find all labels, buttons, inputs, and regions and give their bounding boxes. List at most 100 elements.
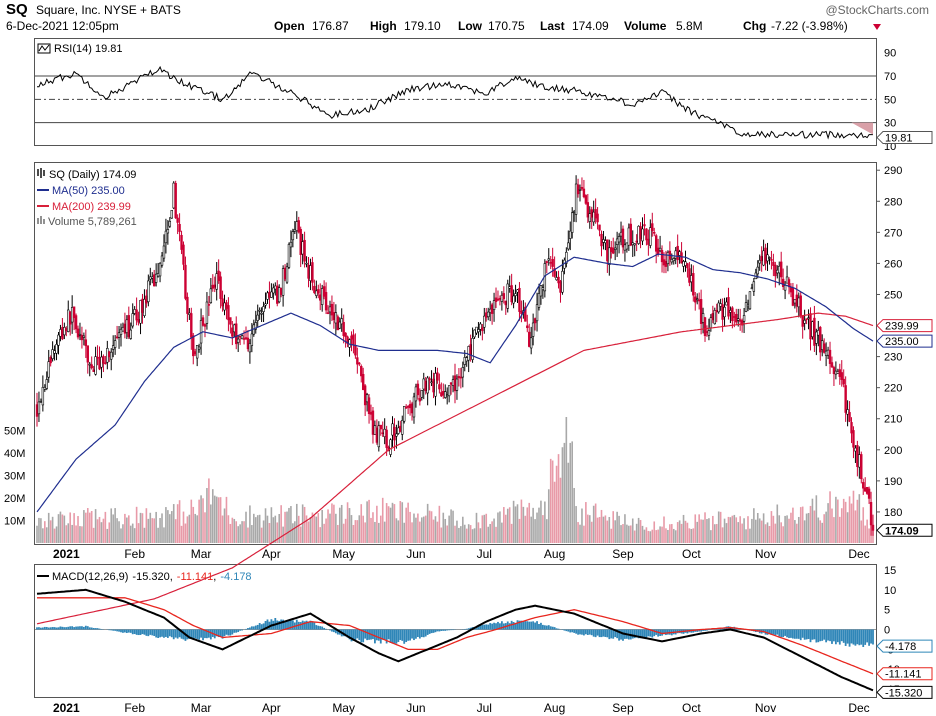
candle-body [619,231,623,237]
volume-bar [583,525,585,543]
volume-bar [385,503,388,543]
last-value: 174.09 [572,19,609,33]
candle-body [207,304,211,306]
volume-bar [641,525,644,543]
volume-bar [221,515,224,543]
candle-body [711,313,715,321]
macd-histogram-bar [307,621,310,630]
volume-bar [440,527,443,543]
macd-histogram-bar [409,629,411,641]
rsi-legend: RSI(14) 19.81 [37,43,122,55]
candle-body [871,524,875,531]
macd-histogram-bar [586,629,589,635]
volume-bar [497,512,499,543]
volume-bar [245,511,247,543]
candle-body [276,285,279,304]
candle-body [328,306,332,313]
candle-body [496,298,500,301]
volume-bar [419,521,421,543]
volume-bar [262,520,265,543]
volume-bar [362,515,364,543]
candle-body [186,296,189,314]
candle-body [201,317,205,326]
candle-body [805,318,808,321]
volume-bar [217,497,220,543]
volume-bar [118,521,120,543]
candle-body [61,327,64,340]
candle-body [692,273,695,296]
volume-bar [169,514,171,543]
volume-bar [530,516,532,543]
volume-bar [489,523,491,543]
candle-body [428,378,431,381]
candle-body [490,304,494,314]
volume-bar [67,523,70,543]
candle-body [238,335,242,338]
candle-body [664,261,668,267]
candle-body [653,231,656,234]
volume-bar [678,520,681,543]
volume-bar [741,523,743,543]
candle-body [658,247,662,252]
volume-bar [680,523,683,543]
rsi-line [37,65,873,140]
candle-body [684,261,687,266]
macd-histogram-bar [356,629,359,639]
candle-body [738,319,742,322]
volume-bar [651,529,654,543]
volume-bar [460,526,462,543]
volume-bar [610,528,613,543]
candle-body [574,183,578,215]
last-label: Last [540,19,565,33]
volume-bar [659,526,661,543]
macd-histogram-bar [774,629,777,636]
macd-histogram-bar [418,629,421,639]
candle-body [174,183,177,219]
volume-bar [838,516,841,543]
macd-histogram-bar [284,621,286,630]
volume-bar [295,503,298,543]
candle-body [336,316,340,331]
macd-histogram-bar [522,621,525,630]
price-tick-label: 190 [884,476,902,488]
macd-histogram-bar [829,629,831,642]
macd-histogram-bar [422,629,425,638]
macd-histogram-bar [520,620,523,630]
macd-histogram-bar [583,629,585,636]
candle-body [432,378,435,393]
volume-bar [151,518,154,543]
macd-histogram-bar [821,629,824,641]
candle-body [266,292,269,300]
volume-bar [432,519,435,543]
macd-histogram-bar [475,626,478,630]
rsi-tick-label: 70 [884,71,896,83]
candle-body [59,329,62,337]
macd-histogram-bar [43,626,46,630]
macd-histogram-bar [866,629,869,643]
macd-histogram-bar [202,629,204,641]
macd-histogram-bar [600,629,603,638]
volume-bar [657,529,659,543]
volume-bar [321,509,323,543]
candle-body [176,217,179,223]
volume-bar [831,508,833,543]
volume-bar [114,508,116,543]
volume-bar [348,508,351,543]
candle-body [465,357,468,362]
volume-bar [864,525,866,543]
volume-bar [465,528,468,543]
volume-bar [790,512,792,543]
volume-bar [567,462,570,543]
candle-body [92,369,95,372]
volume-bar [712,515,714,543]
volume-bar [592,505,595,543]
value-flag-text: 235.00 [885,336,919,348]
volume-bar [342,523,345,543]
macd-histogram-bar [823,629,826,640]
macd-histogram-bar [448,629,451,631]
candle-body [338,321,341,329]
volume-bar [135,506,138,543]
macd-histogram-bar [633,629,636,639]
volume-bar [553,481,556,543]
volume-bar [178,500,181,543]
